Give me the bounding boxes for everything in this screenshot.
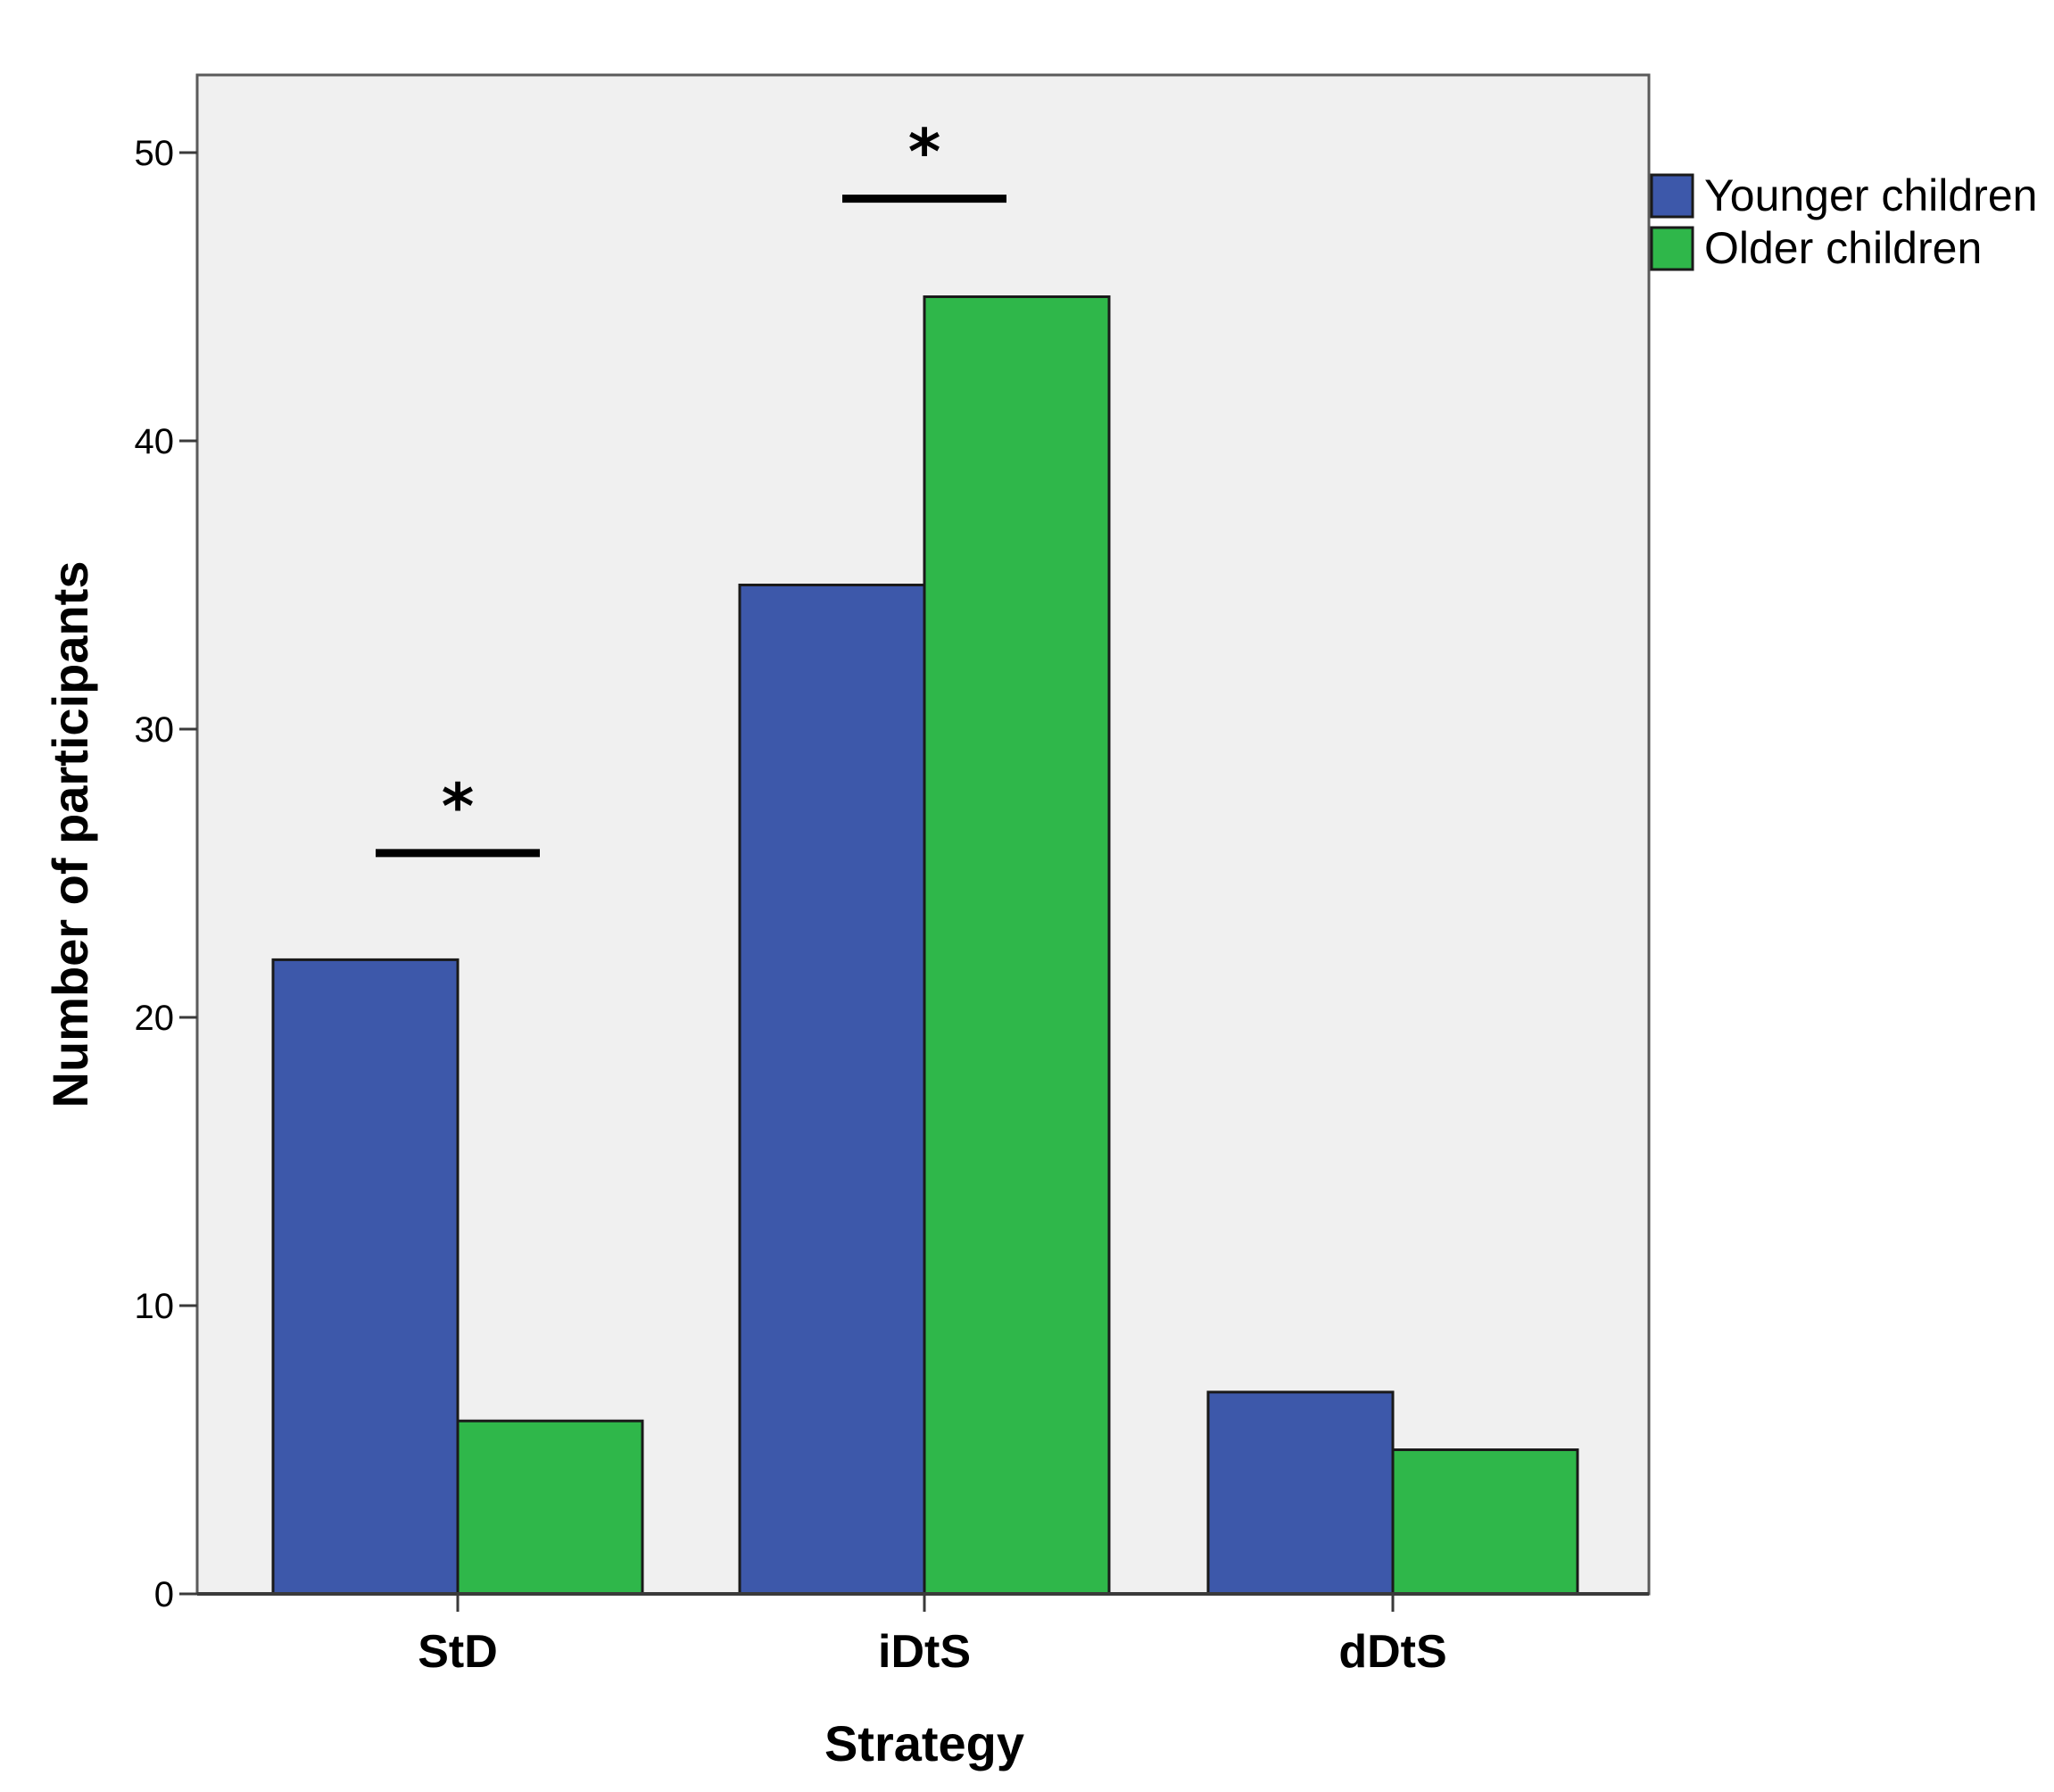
x-axis: StD iDtS dDtS [418, 1594, 1447, 1678]
bar-idts-older-children [923, 295, 1111, 1596]
x-category-label: dDtS [1338, 1626, 1446, 1678]
x-axis-title: Strategy [824, 1715, 1024, 1771]
legend-swatch-older-children [1650, 226, 1694, 271]
x-category-label: StD [418, 1626, 498, 1678]
significance-star: * [442, 770, 475, 843]
x-category-label: iDtS [878, 1626, 971, 1678]
significance-star: * [908, 116, 941, 189]
bar-std-older-children [456, 1419, 644, 1596]
annotations-layer: ** [376, 116, 1006, 858]
bar-idts-younger-children [738, 584, 926, 1596]
y-tick-label: 30 [135, 710, 175, 750]
y-tick-label: 50 [135, 134, 175, 173]
bars-layer [271, 295, 1579, 1596]
legend-label: Older children [1704, 223, 1982, 273]
legend-swatch-younger-children [1650, 173, 1694, 219]
y-axis-title: Number of participants [42, 561, 98, 1108]
bar-std-younger-children [271, 958, 460, 1596]
bar-ddts-younger-children [1206, 1390, 1395, 1596]
y-tick-label: 40 [135, 422, 175, 461]
y-tick-label: 10 [135, 1287, 175, 1326]
bar-ddts-older-children [1391, 1448, 1579, 1596]
y-tick-label: 0 [154, 1575, 174, 1614]
y-tick-label: 20 [135, 999, 175, 1038]
legend-label: Younger children [1704, 170, 2037, 220]
